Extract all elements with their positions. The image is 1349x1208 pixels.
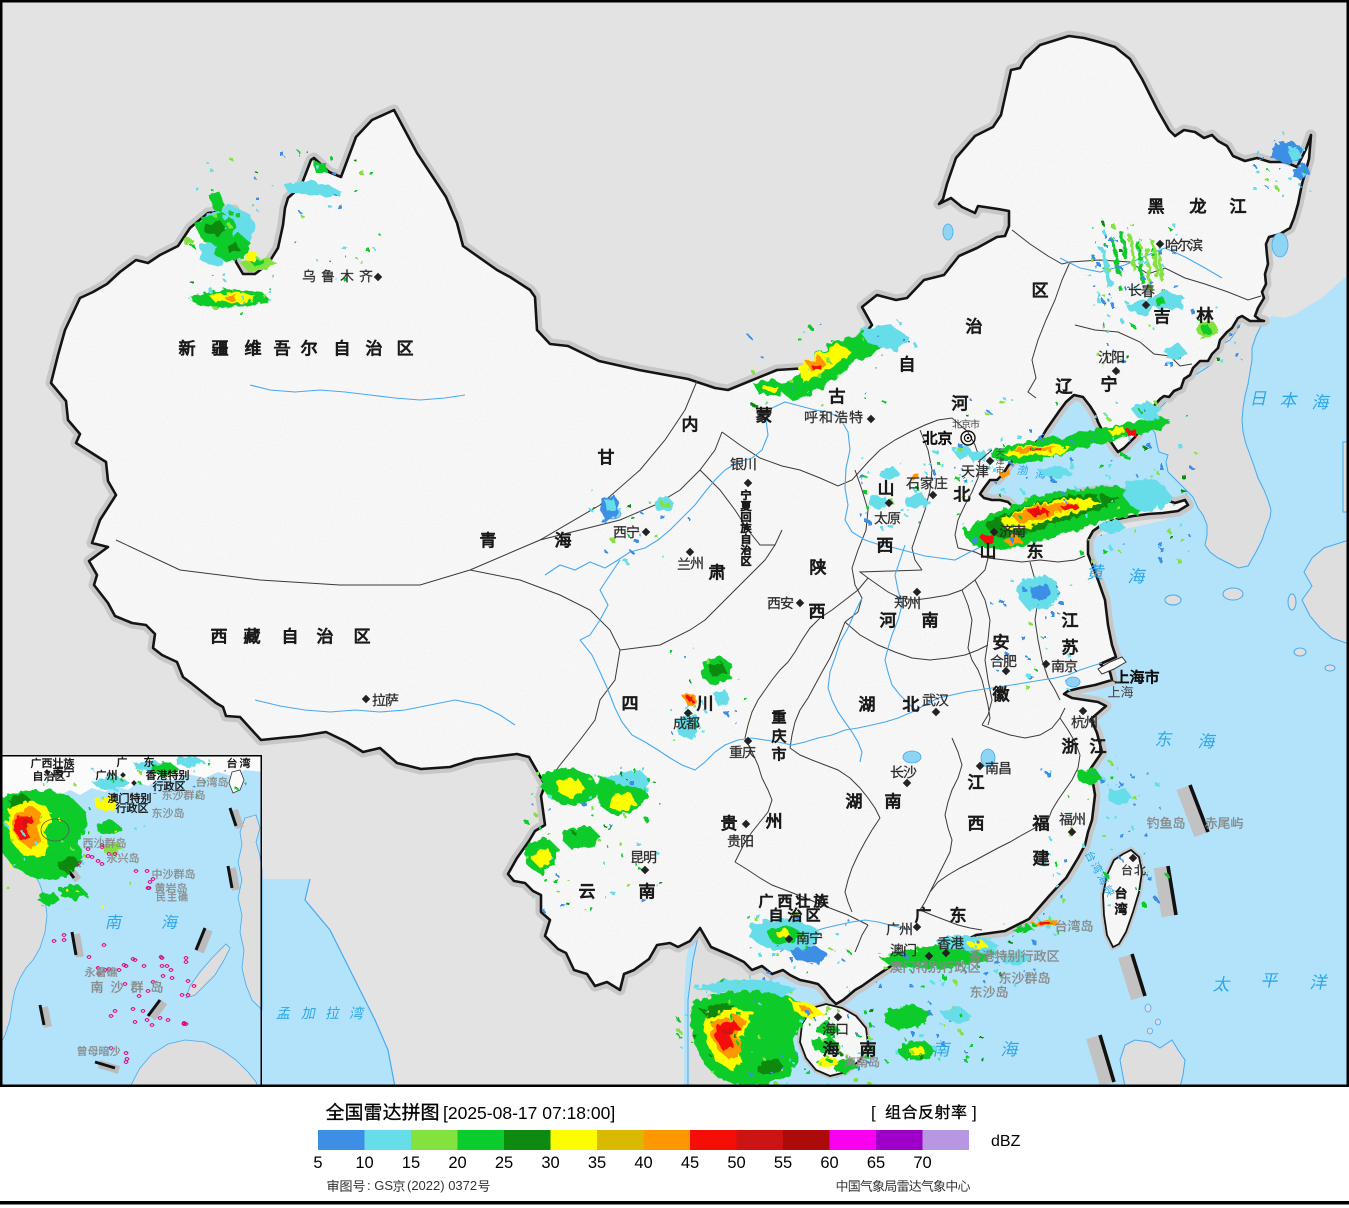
svg-text:5: 5 xyxy=(313,1154,322,1172)
svg-text:[2025-08-17 07:18:00]: [2025-08-17 07:18:00] xyxy=(443,1103,615,1123)
svg-text:30: 30 xyxy=(541,1154,559,1172)
svg-text:55: 55 xyxy=(774,1154,792,1172)
svg-text:45: 45 xyxy=(681,1154,699,1172)
svg-text:50: 50 xyxy=(727,1154,745,1172)
svg-text:60: 60 xyxy=(820,1154,838,1172)
svg-text:dBZ: dBZ xyxy=(991,1133,1021,1150)
svg-text:35: 35 xyxy=(588,1154,606,1172)
svg-text:65: 65 xyxy=(867,1154,885,1172)
svg-text:10: 10 xyxy=(355,1154,373,1172)
svg-text:]: ] xyxy=(972,1103,977,1122)
svg-text:70: 70 xyxy=(913,1154,931,1172)
svg-text:: GS: : GS xyxy=(367,1178,393,1193)
svg-text:25: 25 xyxy=(495,1154,513,1172)
svg-text:(2022) 0372: (2022) 0372 xyxy=(407,1178,477,1193)
svg-text:15: 15 xyxy=(402,1154,420,1172)
svg-text:[: [ xyxy=(871,1103,876,1122)
svg-text:20: 20 xyxy=(448,1154,466,1172)
svg-text:40: 40 xyxy=(634,1154,652,1172)
